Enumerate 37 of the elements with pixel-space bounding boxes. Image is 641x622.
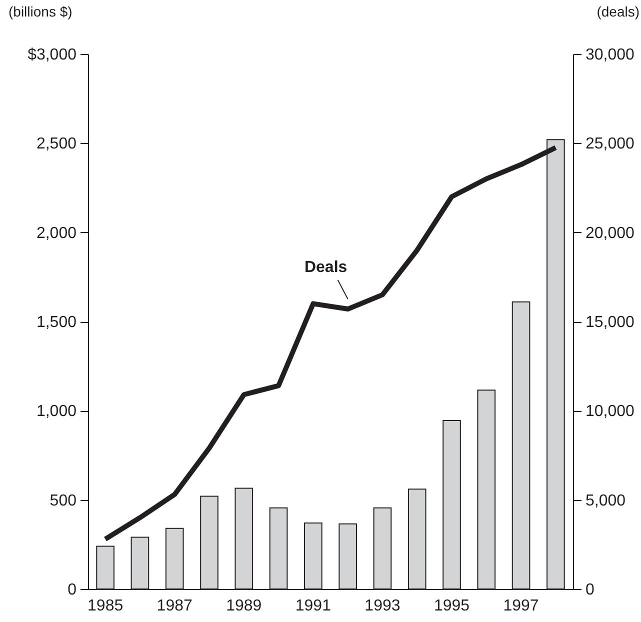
y2-tick-label: 25,000 bbox=[586, 136, 635, 153]
bar bbox=[442, 420, 461, 590]
x-tick-label: 1987 bbox=[156, 598, 193, 614]
bar bbox=[269, 507, 288, 590]
bar bbox=[512, 301, 530, 590]
x-tick-label: 1991 bbox=[295, 598, 332, 614]
x-tick-label: 1985 bbox=[88, 598, 124, 614]
y2-tick-label: 20,000 bbox=[586, 224, 635, 242]
y2-tick-label: 0 bbox=[586, 582, 594, 598]
bar bbox=[234, 488, 254, 590]
bar bbox=[130, 536, 150, 590]
y-axis-title: (billions $) bbox=[8, 4, 72, 20]
y2-tick-label: 30,000 bbox=[586, 46, 635, 64]
y-tick-label: 0 bbox=[68, 582, 77, 598]
y2-tick-label: 5,000 bbox=[586, 492, 626, 510]
x-tick-label: 1989 bbox=[226, 598, 262, 614]
bar bbox=[373, 507, 392, 590]
y-tick-label: 2,000 bbox=[36, 224, 77, 242]
x-tick-label: 1997 bbox=[503, 598, 539, 614]
bar bbox=[165, 528, 184, 590]
y2-tick-label: 15,000 bbox=[586, 314, 635, 331]
bar bbox=[408, 488, 426, 590]
y2-axis-title: (deals) bbox=[596, 4, 640, 20]
y-tick-label: 2,500 bbox=[36, 136, 77, 153]
x-tick-label: 1993 bbox=[364, 598, 400, 614]
y-tick-label: 1,000 bbox=[36, 403, 77, 420]
y-tick-label: $3,000 bbox=[28, 46, 77, 64]
bar bbox=[304, 522, 322, 590]
y2-tick-label: 10,000 bbox=[586, 403, 635, 420]
bar bbox=[338, 523, 357, 590]
x-tick-label: 1995 bbox=[434, 598, 470, 614]
bar bbox=[200, 496, 218, 590]
y-tick-label: 1,500 bbox=[36, 314, 77, 331]
y-tick-label: 500 bbox=[50, 492, 77, 510]
bar bbox=[96, 546, 114, 590]
bar bbox=[477, 390, 496, 590]
series-label: Deals bbox=[304, 259, 348, 276]
